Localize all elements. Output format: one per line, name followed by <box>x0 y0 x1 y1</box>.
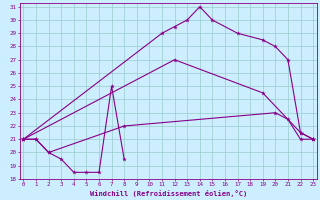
X-axis label: Windchill (Refroidissement éolien,°C): Windchill (Refroidissement éolien,°C) <box>90 190 247 197</box>
